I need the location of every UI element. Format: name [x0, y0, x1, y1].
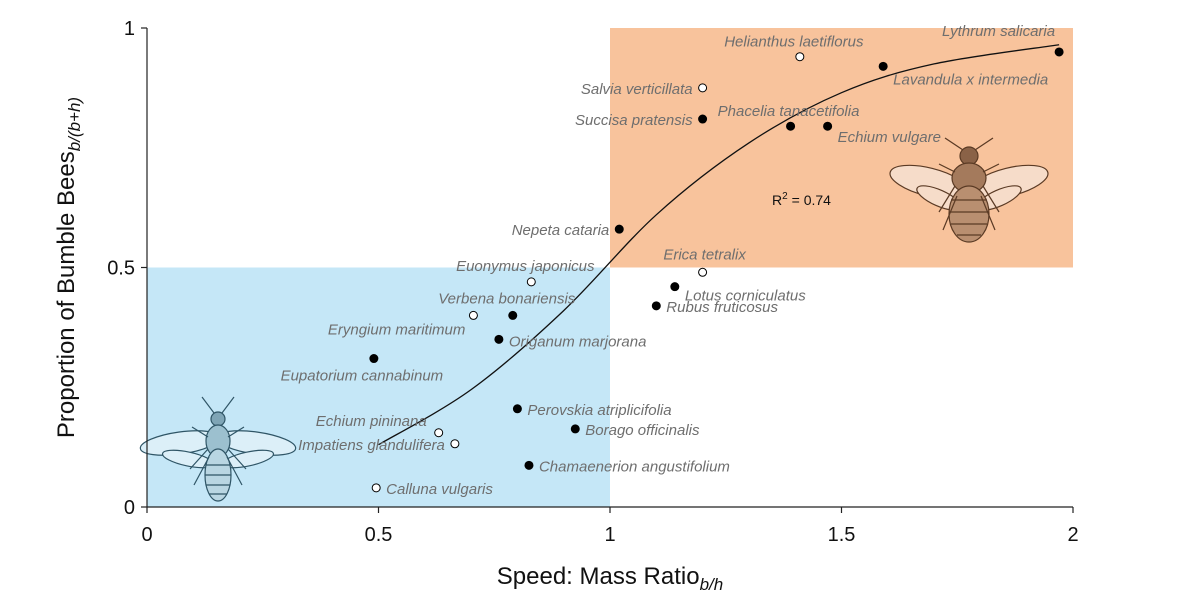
r-squared-annotation: R2 = 0.74: [772, 191, 831, 208]
point-label: Lavandula x intermedia: [893, 71, 1048, 88]
x-tick-label: 0.5: [365, 524, 393, 546]
data-point: [614, 224, 624, 234]
data-point: [369, 354, 379, 364]
point-label: Chamaenerion angustifolium: [539, 458, 730, 475]
data-point: [698, 114, 708, 124]
honey-bee-illustration: [139, 396, 297, 502]
point-label: Rubus fruticosus: [666, 299, 778, 316]
point-label: Calluna vulgaris: [386, 481, 493, 498]
data-point: [786, 121, 796, 131]
point-label: Lythrum salicaria: [942, 23, 1055, 40]
data-point: [434, 428, 444, 438]
data-point: [878, 61, 888, 71]
data-point: [468, 310, 478, 320]
point-label: Eupatorium cannabinum: [281, 368, 444, 385]
fit-curve: [378, 44, 1060, 446]
axes: 0 0.5 1 1.5 2 0 0.5 1: [107, 18, 1078, 546]
point-label: Salvia verticillata: [581, 81, 693, 98]
point-label: Echium pininana: [316, 413, 427, 430]
data-point: [795, 52, 805, 62]
point-label: Borago officinalis: [585, 422, 700, 439]
shaded-region-2: [610, 28, 1073, 268]
data-point: [570, 424, 580, 434]
data-point: [526, 277, 536, 287]
x-tick-label: 2: [1067, 524, 1078, 546]
data-point: [371, 483, 381, 493]
data-point: [450, 439, 460, 449]
data-point: [651, 301, 661, 311]
point-label: Echium vulgare: [838, 129, 941, 146]
x-tick-label: 0: [141, 524, 152, 546]
data-point: [524, 460, 534, 470]
x-tick-label: 1.5: [828, 524, 856, 546]
data-point: [698, 83, 708, 93]
y-tick-label: 0.5: [107, 258, 135, 280]
point-label: Euonymus japonicus: [456, 258, 595, 275]
point-label: Succisa pratensis: [575, 112, 693, 129]
data-points: [369, 47, 1064, 493]
bee-illustrations: [139, 137, 1049, 502]
data-point: [494, 334, 504, 344]
point-label: Nepeta cataria: [512, 222, 610, 239]
point-label: Erica tetralix: [663, 246, 746, 263]
data-point: [512, 404, 522, 414]
x-axis-title: Speed: Mass Ratiob/h: [497, 563, 723, 594]
data-point: [823, 121, 833, 131]
point-label: Origanum marjorana: [509, 333, 647, 350]
point-labels: Lythrum salicaria Helianthus laetiflorus L…: [281, 23, 1056, 498]
data-point: [508, 310, 518, 320]
y-axis-title: Proportion of Bumble Beesb/(b+h): [53, 97, 84, 438]
x-tick-label: 1: [604, 524, 615, 546]
data-point: [698, 267, 708, 277]
data-point: [1054, 47, 1064, 57]
y-tick-label: 0: [124, 497, 135, 519]
point-label: Helianthus laetiflorus: [724, 34, 864, 51]
point-label: Perovskia atriplicifolia: [527, 402, 671, 419]
y-tick-label: 1: [124, 18, 135, 40]
point-label: Lotus corniculatus: [685, 288, 806, 305]
bumble-bee-illustration: [889, 137, 1049, 243]
point-label: Eryngium maritimum: [328, 321, 466, 338]
point-label: Phacelia tanacetifolia: [718, 103, 860, 120]
point-label: Impatiens glandulifera: [298, 437, 445, 454]
point-label: Verbena bonariensis: [438, 290, 576, 307]
data-point: [670, 282, 680, 292]
